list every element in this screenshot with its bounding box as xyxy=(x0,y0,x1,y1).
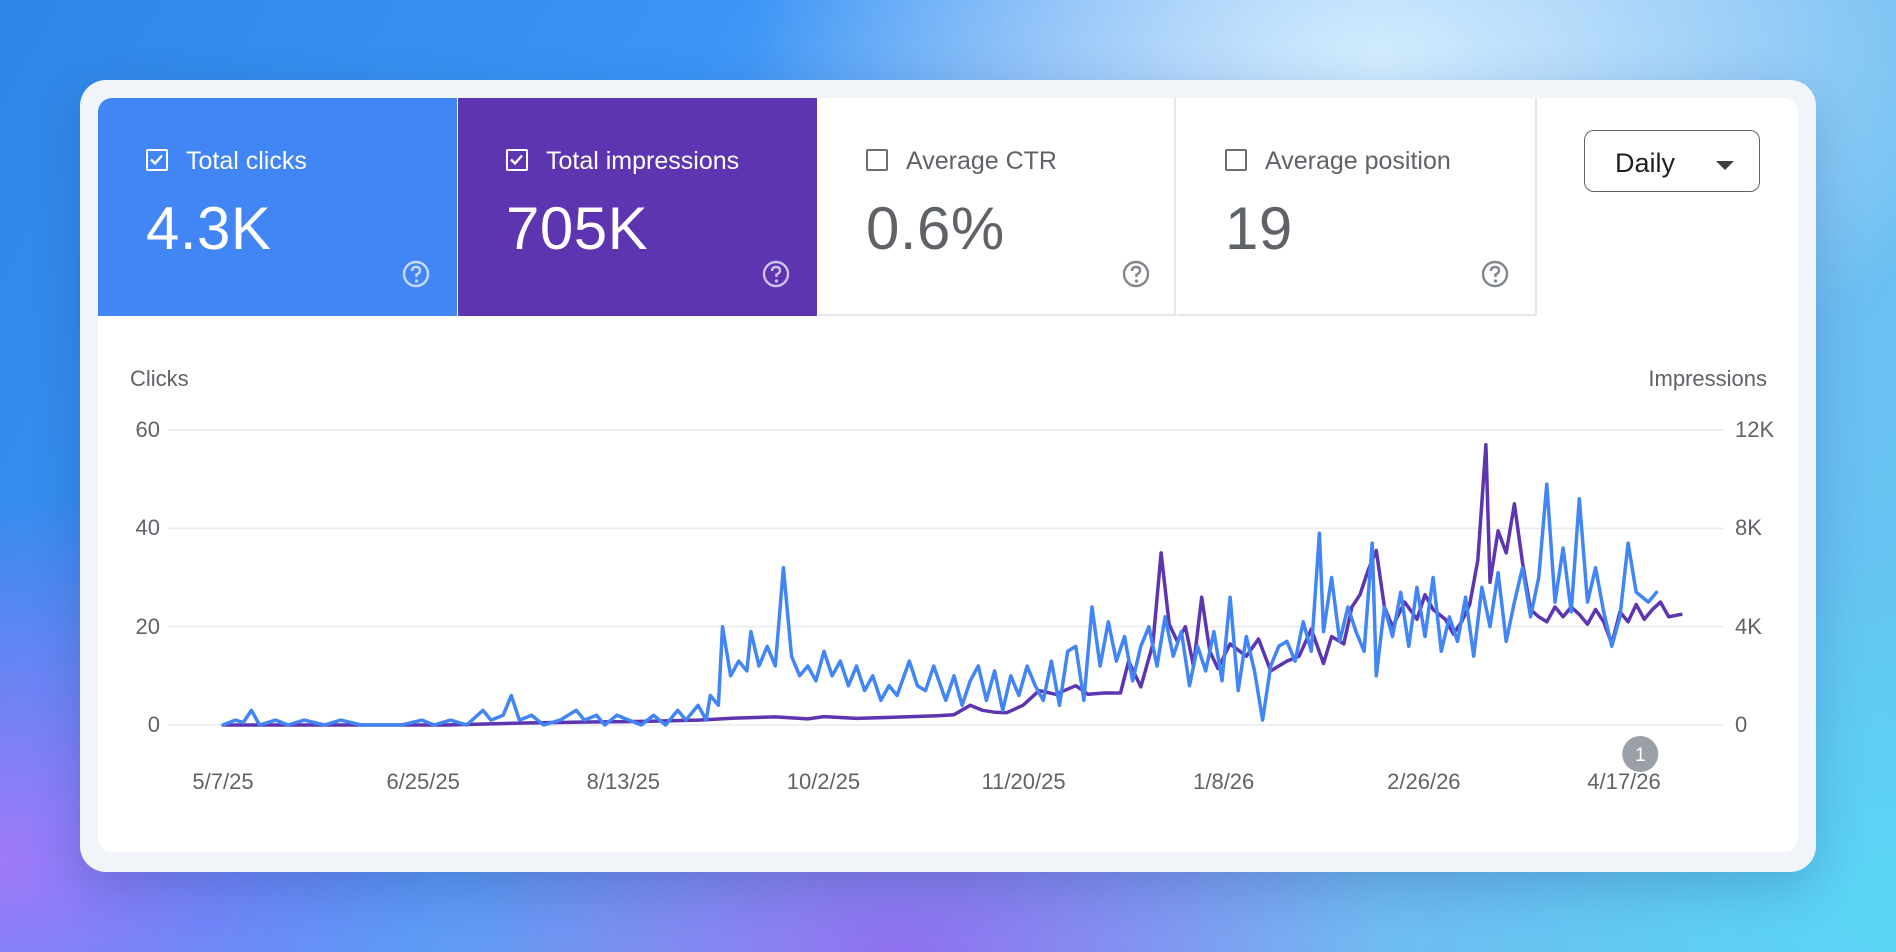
checkbox-unchecked-icon[interactable] xyxy=(1225,149,1247,171)
checkbox-unchecked-icon[interactable] xyxy=(866,149,888,171)
performance-card: Total clicks 4.3K Total impressions 705K… xyxy=(98,98,1798,852)
help-circle-icon[interactable] xyxy=(1480,259,1510,289)
metric-value: 19 xyxy=(1225,195,1293,262)
metric-value: 0.6% xyxy=(866,195,1005,262)
metric-label: Total impressions xyxy=(546,147,740,175)
left-axis-tick: 40 xyxy=(135,515,160,541)
x-axis-tick: 4/17/26 xyxy=(1587,769,1661,794)
help-circle-icon[interactable] xyxy=(401,259,431,289)
metric-value: 4.3K xyxy=(146,195,272,262)
help-circle-icon[interactable] xyxy=(761,259,791,289)
checkbox-checked-icon[interactable] xyxy=(506,149,528,171)
x-axis-tick: 2/26/26 xyxy=(1387,769,1461,794)
caret-down-icon xyxy=(1716,158,1734,176)
left-axis-tick: 20 xyxy=(135,613,160,639)
metric-label: Average position xyxy=(1265,147,1451,175)
granularity-selected: Daily xyxy=(1615,148,1676,178)
annotation-marker xyxy=(1622,736,1659,772)
clicks-series-line xyxy=(221,482,1659,727)
dashboard-frame: Total clicks 4.3K Total impressions 705K… xyxy=(80,80,1816,872)
x-axis-tick: 10/2/25 xyxy=(786,769,861,794)
metric-value: 705K xyxy=(506,195,649,262)
x-axis-tick: 8/13/25 xyxy=(586,769,660,794)
metric-card-average-position[interactable]: Average position 19 xyxy=(1177,98,1537,316)
granularity-dropdown[interactable]: Daily xyxy=(1584,130,1760,192)
metric-card-total-impressions[interactable]: Total impressions 705K xyxy=(458,98,817,316)
left-axis-title: Clicks xyxy=(130,366,189,391)
left-axis-tick: 0 xyxy=(147,712,160,737)
help-circle-icon[interactable] xyxy=(1121,259,1151,289)
right-axis-tick: 0 xyxy=(1735,712,1748,737)
checkbox-checked-icon[interactable] xyxy=(146,149,168,171)
x-axis-tick: 11/20/25 xyxy=(981,769,1066,794)
x-axis-tick: 1/8/26 xyxy=(1193,769,1255,794)
performance-chart: 1 xyxy=(168,429,1723,772)
right-axis-title: Impressions xyxy=(1648,366,1767,391)
x-axis-tick: 5/7/25 xyxy=(192,769,254,794)
annotation-marker-label: 1 xyxy=(1635,745,1646,766)
metric-label: Average CTR xyxy=(906,147,1057,175)
metric-card-total-clicks[interactable]: Total clicks 4.3K xyxy=(98,98,457,316)
left-axis-tick: 60 xyxy=(135,417,160,442)
right-axis-tick: 8K xyxy=(1735,515,1762,541)
x-axis-tick: 6/25/25 xyxy=(386,769,460,794)
right-axis-tick: 4K xyxy=(1735,613,1762,639)
metric-label: Total clicks xyxy=(186,147,307,175)
right-axis-tick: 12K xyxy=(1735,417,1775,442)
metric-card-average-ctr[interactable]: Average CTR 0.6% xyxy=(818,98,1176,316)
